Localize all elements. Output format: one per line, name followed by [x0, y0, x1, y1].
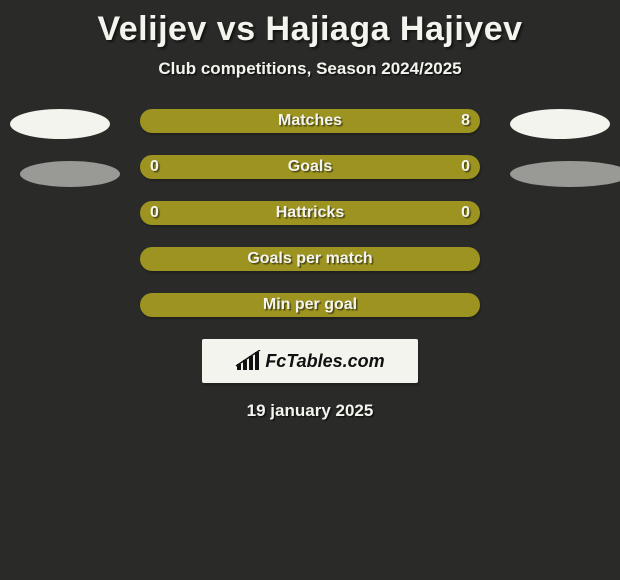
stat-value-right: 0 — [461, 204, 470, 222]
compare-area: Matches 8 Goals 0 0 Hattricks 0 0 Goals per matc… — [0, 109, 620, 317]
stat-row: Goals per match — [140, 247, 480, 271]
source-logo-text: FcTables.com — [265, 351, 384, 372]
page-subtitle: Club competitions, Season 2024/2025 — [0, 59, 620, 79]
chart-icon — [235, 350, 261, 372]
player-shadow-left — [20, 161, 120, 187]
stat-rows: Matches 8 Goals 0 0 Hattricks 0 0 Goals per matc… — [140, 109, 480, 317]
stat-value-right: 8 — [461, 112, 470, 130]
stat-row: Hattricks 0 0 — [140, 201, 480, 225]
stat-row: Min per goal — [140, 293, 480, 317]
stat-row: Goals 0 0 — [140, 155, 480, 179]
stat-value-left: 0 — [150, 158, 159, 176]
player-shadow-right — [510, 161, 620, 187]
stat-label: Min per goal — [263, 296, 357, 314]
stat-label: Matches — [278, 112, 342, 130]
stat-value-right: 0 — [461, 158, 470, 176]
stat-label: Goals — [288, 158, 332, 176]
stat-row: Matches 8 — [140, 109, 480, 133]
stat-value-left: 0 — [150, 204, 159, 222]
stat-label: Hattricks — [276, 204, 344, 222]
comparison-card: Velijev vs Hajiaga Hajiyev Club competit… — [0, 0, 620, 580]
source-logo: FcTables.com — [202, 339, 418, 383]
player-photo-right — [510, 109, 610, 139]
stat-label: Goals per match — [247, 250, 372, 268]
snapshot-date: 19 january 2025 — [0, 401, 620, 421]
page-title: Velijev vs Hajiaga Hajiyev — [0, 0, 620, 49]
player-photo-left — [10, 109, 110, 139]
